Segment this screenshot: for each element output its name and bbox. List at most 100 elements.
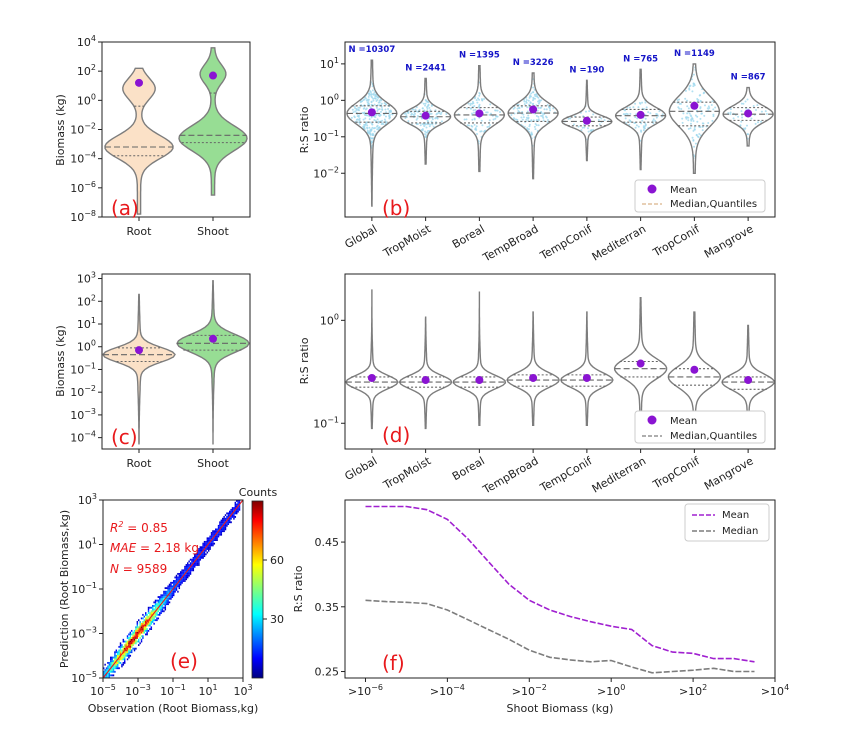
data-point — [377, 126, 380, 129]
heatmap-cell — [170, 597, 172, 600]
heatmap-cell — [182, 580, 185, 582]
heatmap-cell — [168, 601, 171, 604]
ytick-label: 100 — [77, 339, 96, 354]
heatmap-cell — [180, 576, 182, 579]
data-point — [644, 122, 647, 125]
heatmap-cell — [213, 539, 216, 541]
heatmap-cell — [107, 674, 109, 677]
heatmap-cell — [124, 644, 126, 647]
ytick-label-base: 10 — [70, 386, 84, 399]
heatmap-cell — [110, 656, 112, 659]
data-point — [536, 95, 539, 98]
heatmap-cell — [170, 589, 172, 591]
heatmap-cell — [131, 629, 133, 632]
ytick-label: 100 — [77, 92, 96, 107]
heatmap-cell — [220, 519, 223, 522]
heatmap-cell — [173, 585, 175, 588]
heatmap-cell — [119, 651, 122, 654]
heatmap-cell — [122, 656, 125, 659]
heatmap-cell — [212, 539, 214, 541]
panel-f: >10−6 >10−4 >10−2 >100 >102 >1040.250.350.45 … — [292, 499, 789, 715]
heatmap-cell — [105, 669, 108, 671]
heatmap-cell — [160, 610, 162, 613]
heatmap-cell — [182, 578, 185, 581]
xtick-label: >102 — [679, 683, 707, 698]
heatmap-cell — [122, 638, 125, 641]
heatmap-cell — [149, 624, 151, 627]
data-point — [708, 106, 711, 109]
heatmap-cell — [175, 578, 178, 581]
legend-box — [634, 410, 766, 444]
heatmap-cell — [111, 674, 113, 677]
panel-f-label: (f) — [382, 651, 405, 675]
heatmap-cell — [126, 651, 129, 654]
heatmap-cell — [135, 629, 137, 632]
heatmap-cell — [203, 553, 206, 556]
data-point — [583, 126, 586, 129]
data-point — [548, 107, 551, 110]
ytick-label-base: 10 — [70, 124, 84, 137]
heatmap-cell — [224, 526, 227, 529]
data-point — [363, 113, 366, 116]
xtick-label: Boreal — [450, 222, 487, 251]
heatmap-cell — [216, 533, 218, 536]
heatmap-cell — [118, 661, 120, 664]
data-point — [354, 107, 357, 110]
violin-mean-marker — [582, 373, 591, 382]
heatmap-cell — [125, 649, 127, 652]
ytick-label: 100 — [320, 92, 339, 107]
heatmap-cell — [203, 540, 206, 543]
heatmap-cell — [192, 565, 195, 568]
violin-mean-marker — [135, 78, 143, 87]
heatmap-cell — [133, 647, 136, 650]
heatmap-cell — [185, 569, 188, 572]
data-point — [419, 112, 422, 115]
heatmap-cell — [177, 576, 179, 579]
data-point — [714, 106, 717, 109]
data-point — [523, 125, 526, 128]
ytick-label-base: 10 — [70, 409, 84, 422]
data-point — [567, 117, 570, 120]
heatmap-cell — [192, 564, 195, 566]
heatmap-cell — [191, 569, 193, 572]
heatmap-cell — [180, 571, 182, 574]
heatmap-cell — [159, 603, 161, 606]
data-point — [521, 105, 524, 108]
data-point — [689, 122, 692, 125]
heatmap-cell — [196, 564, 199, 566]
violin-mean-marker — [529, 373, 538, 382]
heatmap-cell — [217, 526, 220, 529]
heatmap-cell — [129, 638, 132, 641]
n-label: N =1149 — [674, 49, 715, 59]
heatmap-cell — [114, 663, 116, 666]
heatmap-cell — [171, 592, 174, 595]
heatmap-cell — [152, 608, 154, 611]
heatmap-cell — [157, 617, 160, 620]
heatmap-cell — [205, 542, 207, 545]
heatmap-cell — [177, 585, 179, 588]
heatmap-cell — [233, 512, 235, 515]
heatmap-cell — [167, 603, 169, 606]
heatmap-cell — [150, 617, 153, 620]
heatmap-cell — [182, 572, 185, 575]
heatmap-cell — [205, 553, 207, 556]
heatmap-cell — [129, 654, 132, 657]
heatmap-cell — [194, 562, 196, 565]
data-point — [598, 123, 601, 126]
heatmap-cell — [122, 661, 125, 664]
heatmap-cell — [114, 658, 116, 661]
heatmap-cell — [238, 501, 241, 504]
heatmap-cell — [194, 556, 196, 559]
heatmap-cell — [157, 608, 160, 611]
heatmap-cell — [195, 553, 197, 556]
heatmap-cell — [142, 629, 144, 632]
data-point — [687, 127, 690, 130]
heatmap-cell — [223, 528, 225, 531]
data-point — [382, 123, 385, 126]
data-point — [481, 99, 484, 102]
heatmap-cell — [154, 603, 157, 606]
heatmap-cell — [121, 665, 123, 668]
data-point — [680, 108, 683, 111]
heatmap-cell — [147, 617, 150, 620]
heatmap-cell — [154, 601, 157, 604]
